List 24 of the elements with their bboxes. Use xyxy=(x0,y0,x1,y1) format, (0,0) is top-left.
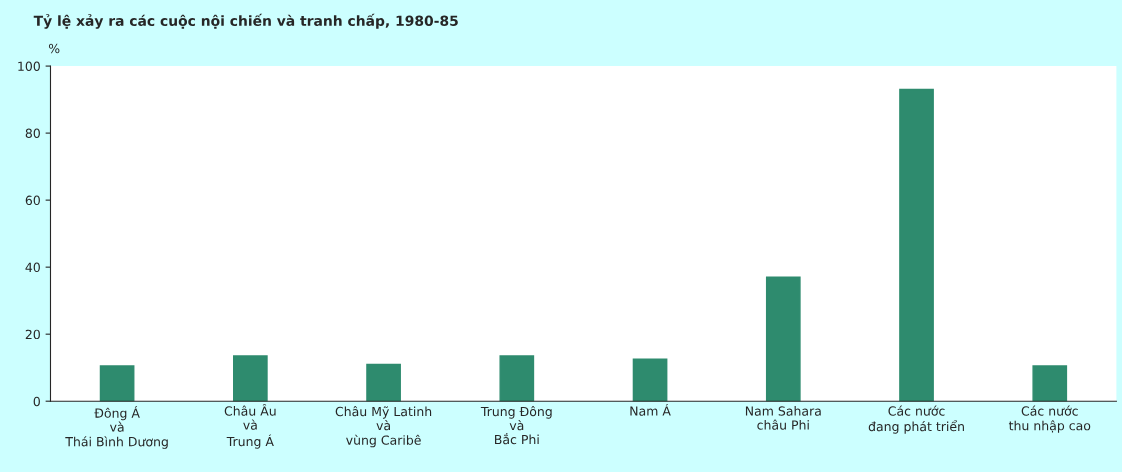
bar xyxy=(99,365,135,402)
y-axis-title: % xyxy=(48,43,60,54)
y-tick-label: 0 xyxy=(33,396,40,407)
bar xyxy=(366,363,401,402)
bar xyxy=(232,355,268,402)
chart-title: Tỷ lệ xảy ra các cuộc nội chiến và tranh chấp, 1980-85 xyxy=(33,13,458,29)
x-tick-label: Trung Đông và Bắc Phi xyxy=(480,406,552,445)
bar xyxy=(899,88,934,402)
x-tick-label: Các nước đang phát triển xyxy=(868,405,964,434)
bar xyxy=(499,355,535,402)
y-tick-label: 60 xyxy=(25,195,40,206)
x-tick-label: Châu Mỹ Latinh và vùng Caribê xyxy=(335,406,432,448)
y-tick-label: 40 xyxy=(25,262,40,273)
bar xyxy=(1032,365,1068,402)
y-tick-label: 20 xyxy=(25,329,40,340)
x-tick-label: Đông Á và Thái Bình Dương xyxy=(65,406,168,449)
x-tick-label: Nam Á xyxy=(630,403,671,416)
y-tick-label: 80 xyxy=(25,128,40,139)
bar xyxy=(632,358,668,402)
x-tick-label: Các nước thu nhập cao xyxy=(1008,405,1091,433)
y-tick-label: 100 xyxy=(18,61,40,72)
x-tick-label: Nam Sahara châu Phi xyxy=(745,406,821,430)
x-tick-label: Châu Âu và Trung Á xyxy=(224,403,276,449)
bar xyxy=(765,276,801,402)
